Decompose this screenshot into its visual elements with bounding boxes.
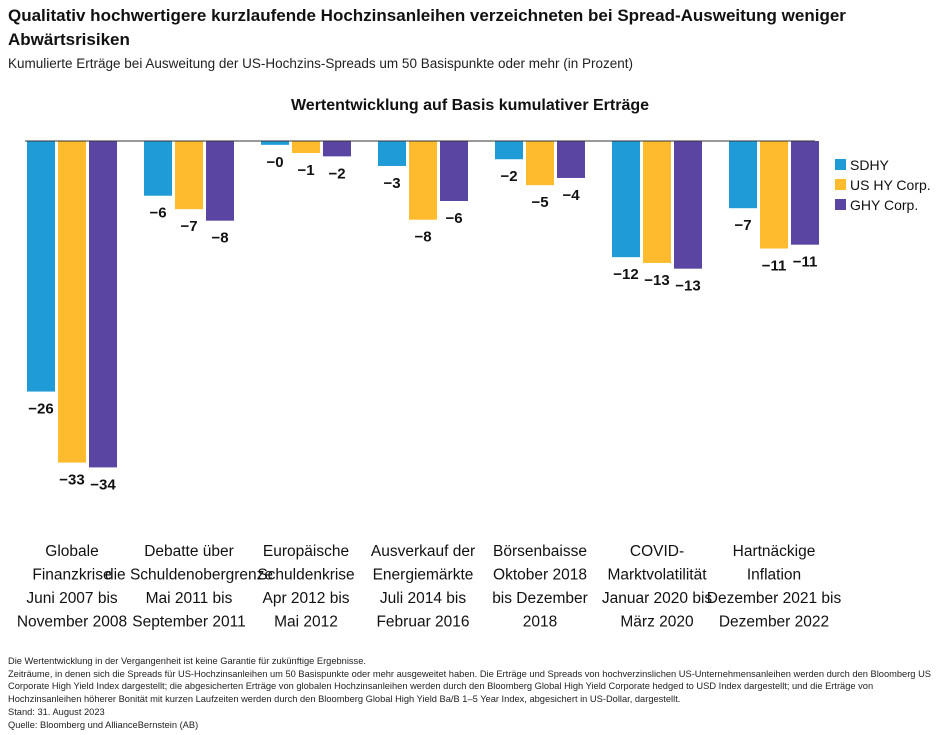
- data-label: −7: [180, 218, 197, 235]
- bar: [378, 141, 406, 166]
- category-label: Oktober 2018: [493, 567, 587, 584]
- legend-swatch: [835, 179, 846, 190]
- bar: [791, 141, 819, 245]
- chart-title: Wertentwicklung auf Basis kumulativer Er…: [290, 97, 650, 114]
- bar-chart: −26 −33 −34 Globale Finanzkrise Juni 2007 bis…: [17, 140, 931, 631]
- category-label: Februar 2016: [376, 614, 469, 631]
- category-label: Juni 2007 bis: [26, 590, 118, 607]
- data-label: −34: [90, 476, 116, 493]
- data-label: −11: [762, 258, 787, 275]
- data-label: −33: [59, 472, 84, 489]
- bar: [612, 141, 640, 258]
- category-label: Januar 2020 bis: [602, 590, 713, 607]
- bar: [323, 141, 351, 157]
- data-label: −8: [414, 229, 431, 246]
- legend-label: SDHY: [850, 157, 890, 173]
- legend-label: GHY Corp.: [850, 197, 918, 213]
- data-label: −2: [328, 165, 345, 182]
- bar: [261, 141, 289, 145]
- data-label: −13: [644, 272, 669, 289]
- bar: [206, 141, 234, 221]
- bar: [58, 141, 86, 463]
- category-label: die Schuldenobergrenze: [105, 567, 273, 584]
- category-label: Marktvolatilität: [607, 567, 707, 584]
- category-label: November 2008: [17, 614, 127, 631]
- data-label: −7: [734, 217, 751, 234]
- category-label: Apr 2012 bis: [262, 590, 349, 607]
- category-label: Schuldenkrise: [257, 567, 354, 584]
- bar: [175, 141, 203, 210]
- bar: [292, 141, 320, 153]
- footnote-disclaimer: Die Wertentwicklung in der Vergangenheit…: [8, 656, 366, 666]
- footnote-date: Stand: 31. August 2023: [8, 706, 105, 717]
- category-label: Börsenbaisse: [493, 543, 587, 560]
- data-label: −0: [266, 154, 283, 171]
- data-label: −6: [445, 210, 462, 227]
- data-label: −26: [28, 401, 53, 418]
- figure-subtitle: Kumulierte Erträge bei Ausweitung der US…: [8, 56, 634, 71]
- bar: [729, 141, 757, 209]
- category-label: September 2011: [132, 614, 245, 631]
- bar: [760, 141, 788, 249]
- category-label: Mai 2012: [274, 614, 338, 631]
- data-label: −8: [211, 230, 228, 247]
- footnotes: Die Wertentwicklung in der Vergangenheit…: [8, 655, 933, 731]
- category-label: Debatte über: [144, 543, 234, 560]
- category-label: Hartnäckige: [733, 543, 816, 560]
- footnote-source: Quelle: Bloomberg und AllianceBernstein …: [8, 719, 199, 730]
- bar: [27, 141, 55, 392]
- bar: [495, 141, 523, 160]
- data-label: −11: [793, 254, 818, 271]
- category-label: Globale: [45, 543, 98, 560]
- category-label: 2018: [523, 614, 557, 631]
- bar: [526, 141, 554, 186]
- bar: [643, 141, 671, 263]
- bar: [674, 141, 702, 269]
- data-label: −2: [500, 168, 517, 185]
- legend-swatch: [835, 159, 846, 170]
- category-label: bis Dezember: [492, 590, 588, 607]
- bar: [144, 141, 172, 196]
- category-label: Dezember 2022: [719, 614, 829, 631]
- data-label: −1: [297, 162, 314, 179]
- category-label: Finanzkrise: [32, 567, 111, 584]
- data-label: −12: [613, 266, 638, 283]
- data-label: −5: [531, 194, 548, 211]
- footnote-methodology: Zeiträume, in denen sich die Spreads für…: [8, 668, 931, 705]
- data-label: −6: [149, 205, 166, 222]
- category-label: Mai 2011 bis: [146, 590, 233, 607]
- category-label: Juli 2014 bis: [380, 590, 466, 607]
- data-label: −3: [383, 175, 400, 192]
- bar: [440, 141, 468, 201]
- bar: [557, 141, 585, 178]
- legend-swatch: [835, 199, 846, 210]
- category-label: März 2020: [620, 614, 694, 631]
- figure-title: Qualitativ hochwertigere kurzlaufende Ho…: [8, 6, 846, 49]
- data-label: −13: [675, 278, 700, 295]
- category-label: Energiemärkte: [373, 567, 474, 584]
- category-label: Europäische: [263, 543, 349, 560]
- data-label: −4: [562, 187, 580, 204]
- bar: [409, 141, 437, 220]
- category-label: Ausverkauf der: [371, 543, 475, 560]
- bar: [89, 141, 117, 468]
- category-label: Inflation: [747, 567, 801, 584]
- legend-label: US HY Corp.: [850, 177, 931, 193]
- category-label: COVID-: [630, 543, 684, 560]
- category-label: Dezember 2021 bis: [707, 590, 842, 607]
